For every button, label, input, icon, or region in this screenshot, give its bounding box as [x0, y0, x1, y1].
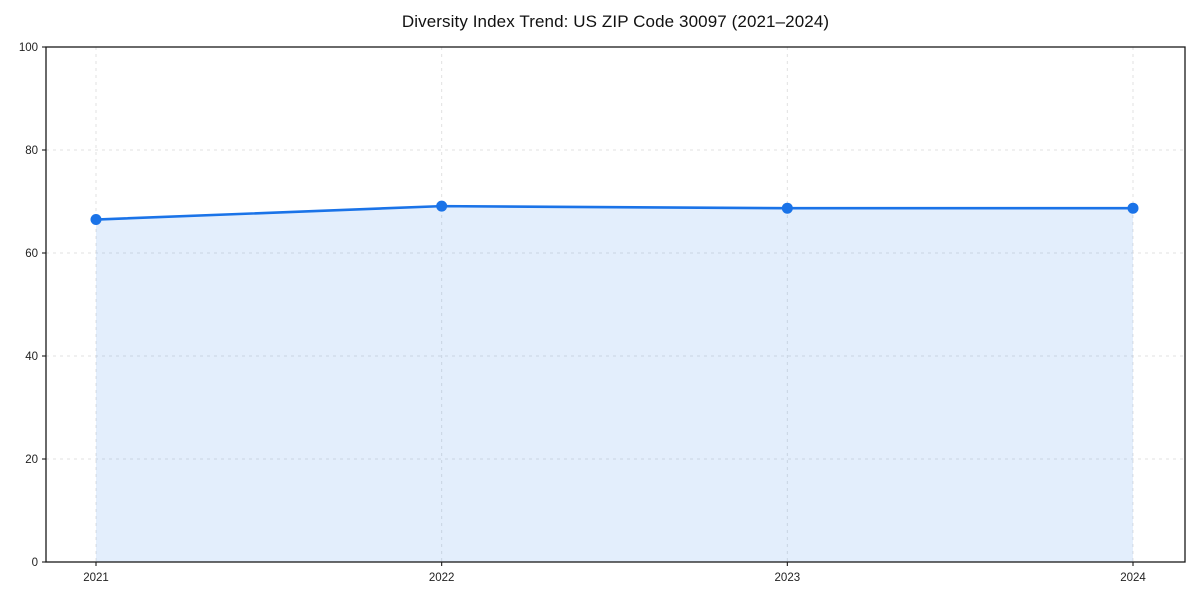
area-fill	[96, 206, 1133, 562]
data-point-marker	[90, 214, 102, 226]
y-tick-label: 60	[25, 248, 38, 260]
y-tick-label: 0	[32, 557, 38, 569]
data-point-marker	[781, 202, 793, 214]
x-tick-label: 2024	[1120, 572, 1146, 584]
chart-title: Diversity Index Trend: US ZIP Code 30097…	[401, 12, 830, 31]
data-point-marker	[436, 200, 448, 212]
y-tick-label: 100	[19, 42, 38, 54]
x-tick-label: 2023	[775, 572, 801, 584]
y-tick-label: 40	[25, 351, 38, 363]
plot-border	[45, 46, 1186, 563]
y-tick-label: 80	[25, 145, 38, 157]
x-tick-label: 2021	[83, 572, 109, 584]
y-tick-label: 20	[25, 454, 38, 466]
x-tick-label: 2022	[429, 572, 455, 584]
data-point-marker	[1127, 202, 1139, 214]
trend-line	[94, 204, 1135, 221]
